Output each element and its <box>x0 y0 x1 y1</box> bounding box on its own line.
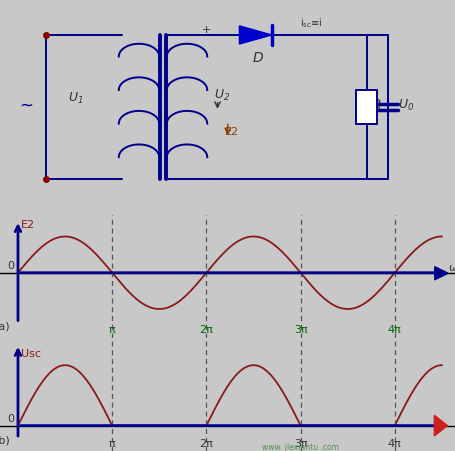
Text: www. jlexiantu .com: www. jlexiantu .com <box>262 442 339 451</box>
Text: 3π: 3π <box>293 324 307 334</box>
Text: 0: 0 <box>7 413 15 423</box>
Text: $R$: $R$ <box>370 98 380 112</box>
Text: ~: ~ <box>20 96 34 114</box>
Text: 4π: 4π <box>387 437 401 447</box>
Polygon shape <box>433 415 446 436</box>
Text: $i_{sc}$≡$i$: $i_{sc}$≡$i$ <box>300 16 322 30</box>
Text: (b): (b) <box>0 435 10 445</box>
Polygon shape <box>239 27 271 45</box>
Text: 3π: 3π <box>293 437 307 447</box>
Text: ω t: ω t <box>449 262 455 272</box>
Text: +: + <box>202 25 211 35</box>
Text: E2: E2 <box>21 220 35 230</box>
Text: π: π <box>109 324 115 334</box>
Text: 2π: 2π <box>199 437 213 447</box>
Text: E2: E2 <box>224 127 238 137</box>
Text: $U_2$: $U_2$ <box>213 88 230 103</box>
Text: 2π: 2π <box>199 324 213 334</box>
Text: (a): (a) <box>0 321 9 331</box>
Text: 0: 0 <box>7 260 15 271</box>
Text: 4π: 4π <box>387 324 401 334</box>
Text: $U_0$: $U_0$ <box>398 98 414 113</box>
Text: $U_1$: $U_1$ <box>68 91 84 106</box>
Text: D: D <box>253 51 263 64</box>
Text: Usc: Usc <box>21 348 41 359</box>
Text: π: π <box>109 437 115 447</box>
Bar <box>355 91 376 124</box>
